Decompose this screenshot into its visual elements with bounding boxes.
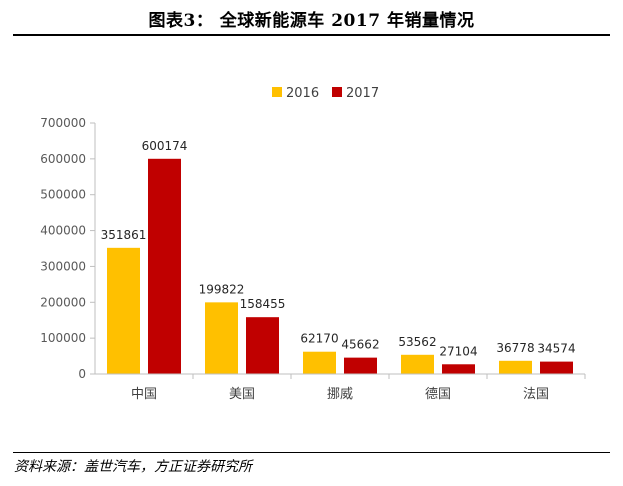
bar-2016-4	[499, 360, 532, 374]
data-label: 45662	[341, 338, 379, 352]
y-tick-label: 100000	[40, 331, 86, 345]
y-tick-label: 200000	[40, 295, 86, 309]
bar-2017-3	[442, 364, 475, 374]
legend-swatch-2016	[272, 87, 282, 97]
data-label: 62170	[300, 332, 338, 346]
x-category-label: 美国	[229, 387, 255, 402]
bar-2016-1	[205, 302, 238, 374]
bar-2016-3	[401, 354, 434, 374]
data-label: 34574	[537, 342, 575, 356]
y-tick-label: 0	[78, 367, 86, 381]
y-tick-label: 600000	[40, 152, 86, 166]
data-label: 351861	[101, 228, 147, 242]
bar-2016-0	[107, 247, 140, 374]
bar-2017-1	[246, 317, 279, 374]
y-tick-label: 400000	[40, 224, 86, 238]
y-tick-label: 700000	[40, 116, 86, 130]
x-category-label: 德国	[425, 387, 451, 402]
data-label: 27104	[439, 344, 477, 358]
data-label: 53562	[398, 335, 436, 349]
y-axis: 0 100000 200000 300000 400000 500000 600000 700…	[40, 116, 96, 381]
x-category-label: 中国	[131, 387, 157, 402]
x-axis: 中国 美国 挪威 德国 法国	[95, 373, 586, 402]
bar-chart: 2016 2017 0 100000 200000 300000 400000 500000…	[40, 86, 586, 402]
x-category-label: 法国	[523, 387, 549, 402]
bar-2017-2	[344, 357, 377, 374]
figure-title-wrap: 图表3： 全球新能源车 2017 年销量情况	[0, 0, 623, 34]
chart-legend: 2016 2017	[272, 86, 379, 101]
data-label: 199822	[199, 282, 245, 296]
title-rule	[13, 34, 610, 36]
bar-2016-2	[303, 351, 336, 374]
data-label: 600174	[142, 139, 188, 153]
source-note: 资料来源：盖世汽车，方正证券研究所	[14, 459, 252, 475]
legend-swatch-2017	[332, 87, 342, 97]
data-label: 158455	[240, 297, 286, 311]
bar-2017-0	[148, 158, 181, 374]
bar-2017-4	[540, 361, 573, 374]
data-label: 36778	[496, 341, 534, 355]
figure-title: 图表3： 全球新能源车 2017 年销量情况	[148, 11, 475, 31]
legend-label: 2016	[286, 86, 319, 101]
y-tick-label: 300000	[40, 259, 86, 273]
x-category-label: 挪威	[327, 387, 353, 402]
legend-label: 2017	[346, 86, 379, 101]
source-rule	[13, 452, 610, 453]
y-tick-label: 500000	[40, 188, 86, 202]
